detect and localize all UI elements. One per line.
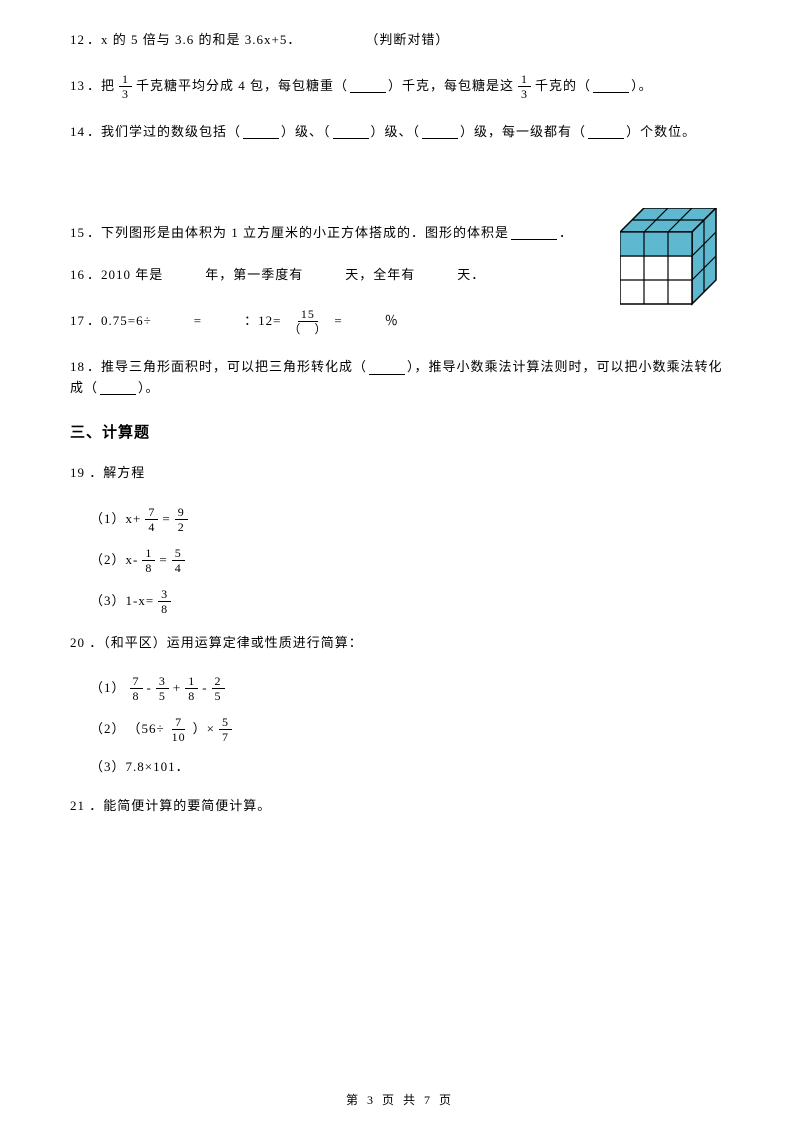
- blank[interactable]: [422, 125, 458, 139]
- q18-num: 18: [70, 357, 85, 378]
- q20-sub1: （1） 78 - 35 + 18 - 25: [90, 675, 730, 702]
- q13-end: ）。: [631, 76, 653, 97]
- q12-num: 12: [70, 30, 85, 51]
- q21-num: 21: [70, 798, 85, 813]
- question-12: 12 ．x 的 5 倍与 3.6 的和是 3.6x+5． （判断对错）: [70, 30, 730, 51]
- q20-sub2: （2） （56÷ 710 ）× 57: [90, 716, 730, 743]
- question-14: 14 ．我们学过的数级包括（ ）级、（ ）级、（ ）级，每一级都有（ ）个数位。: [70, 122, 730, 143]
- q12-text: ．x 的 5 倍与 3.6 的和是 3.6x+5．: [87, 30, 301, 51]
- q13-mid1: 千克糖平均分成 4 包，每包糖重（: [136, 76, 348, 97]
- blank[interactable]: [593, 79, 629, 93]
- page-footer: 第 3 页 共 7 页: [0, 1091, 800, 1110]
- blank[interactable]: [369, 361, 405, 375]
- q17-num: 17: [70, 311, 85, 332]
- q20-sub3: （3）7.8×101．: [90, 757, 730, 778]
- blank[interactable]: [511, 226, 557, 240]
- q13-pre: ．把: [87, 76, 115, 97]
- q17-frac: 15（ ）: [285, 308, 330, 335]
- question-20: 20 ．（和平区）运用运算定律或性质进行简算：: [70, 633, 730, 654]
- blank[interactable]: [243, 125, 279, 139]
- question-13: 13 ．把 13 千克糖平均分成 4 包，每包糖重（ ）千克，每包糖是这 13 …: [70, 73, 730, 100]
- question-18: 18 ．推导三角形面积时，可以把三角形转化成（ ），推导小数乘法计算法则时，可以…: [70, 357, 730, 399]
- q14-num: 14: [70, 122, 85, 143]
- q16-num: 16: [70, 265, 85, 286]
- blank[interactable]: [100, 381, 136, 395]
- blank[interactable]: [350, 79, 386, 93]
- q13-mid3: 千克的（: [535, 76, 591, 97]
- q13-mid2: ）千克，每包糖是这: [388, 76, 514, 97]
- q13-num: 13: [70, 76, 85, 97]
- blank[interactable]: [588, 125, 624, 139]
- q13-frac2: 13: [518, 73, 531, 100]
- q15-num: 15: [70, 223, 85, 244]
- q13-frac1: 13: [119, 73, 132, 100]
- blank[interactable]: [333, 125, 369, 139]
- section-3-title: 三、计算题: [70, 421, 730, 445]
- q20-num: 20: [70, 635, 85, 650]
- q19-num: 19: [70, 465, 85, 480]
- q19-sub2: （2）x- 18 = 54: [90, 547, 730, 574]
- question-19: 19 ．解方程: [70, 463, 730, 484]
- q12-judge: （判断对错）: [365, 30, 449, 51]
- q19-sub1: （1）x+ 74 = 92: [90, 506, 730, 533]
- cube-figure: [620, 208, 730, 323]
- q19-sub3: （3）1-x= 38: [90, 588, 730, 615]
- question-21: 21 ．能简便计算的要简便计算。: [70, 796, 730, 817]
